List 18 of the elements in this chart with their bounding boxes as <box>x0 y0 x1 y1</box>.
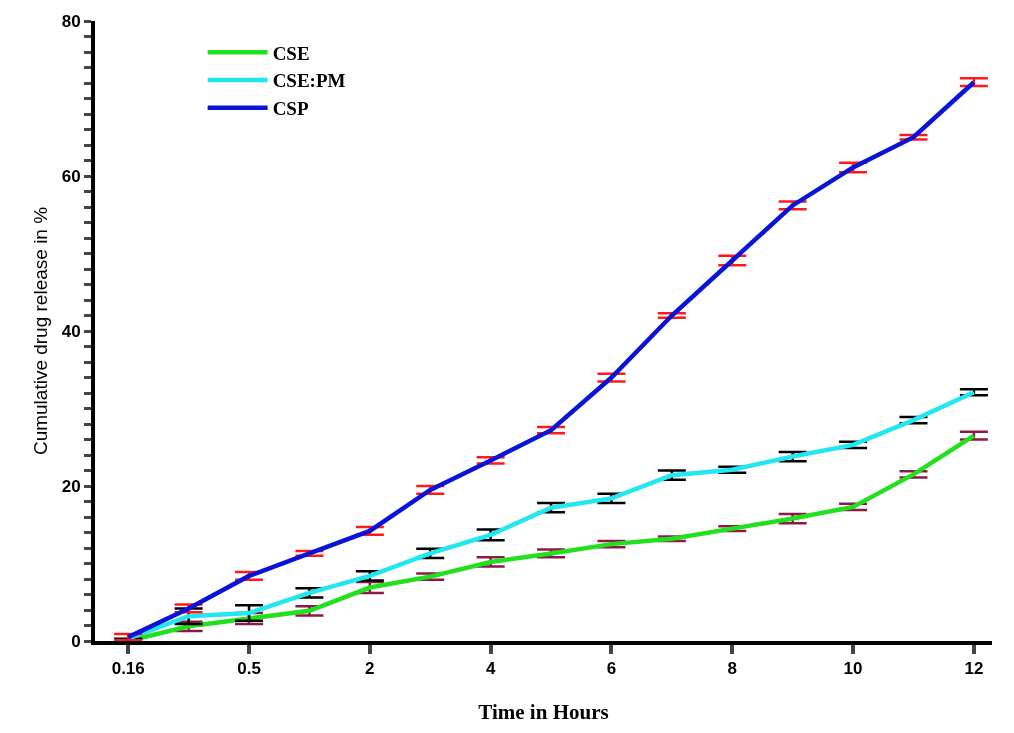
y-tick-label: 20 <box>61 476 81 496</box>
x-tick-label: 0.5 <box>237 659 261 679</box>
x-axis-title: Time in Hours <box>478 700 609 725</box>
legend-label: CSE <box>272 42 310 64</box>
y-tick-label: 60 <box>61 166 81 186</box>
x-tick-label: 8 <box>727 659 737 679</box>
x-tick-label: 4 <box>485 659 496 679</box>
y-tick-label: 0 <box>71 631 81 651</box>
legend-label: CSP <box>272 98 309 120</box>
y-tick-label: 40 <box>61 321 81 341</box>
x-tick-label: 6 <box>606 659 617 679</box>
x-tick-label: 2 <box>365 659 375 679</box>
legend-label: CSE:PM <box>272 70 346 92</box>
x-tick-label: 10 <box>843 659 863 679</box>
x-tick-label: 12 <box>964 659 984 679</box>
x-tick-label: 0.16 <box>111 659 145 679</box>
y-axis-title: Cumulative drug release in % <box>30 206 52 456</box>
y-tick-label: 80 <box>61 11 81 31</box>
